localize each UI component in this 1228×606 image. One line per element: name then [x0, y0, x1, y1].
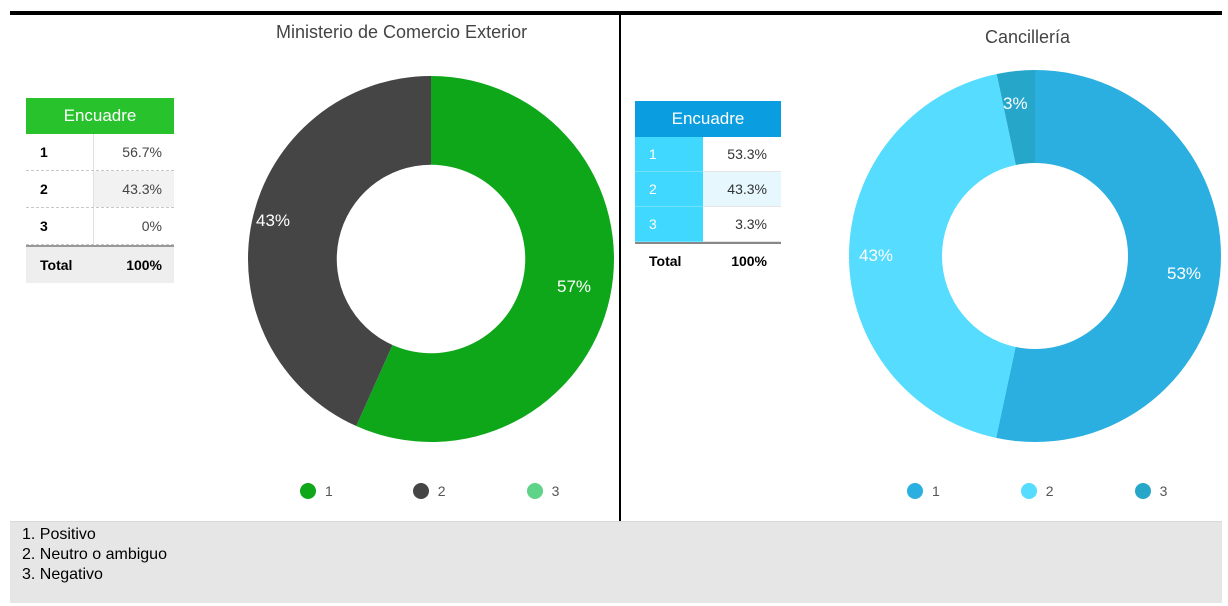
note-positivo: 1. Positivo	[22, 526, 96, 543]
legend-swatch	[526, 483, 543, 499]
donut-slice-1	[996, 70, 1222, 442]
donut-slice-2	[248, 76, 431, 427]
legend-notes: 1. Positivo 2. Neutro o ambiguo 3. Negat…	[10, 521, 1222, 603]
table-row: 2 43.3%	[26, 171, 174, 208]
legend-label: 2	[1045, 483, 1054, 499]
donut-slice-3	[996, 70, 1035, 165]
row-value: 53.3%	[703, 137, 781, 172]
table-total-row: Total 100%	[26, 245, 174, 283]
legend-swatch	[907, 483, 923, 499]
table-row: 1 53.3%	[635, 137, 781, 172]
legend-item: 2	[412, 483, 446, 499]
legend-cancilleria: 1 2 3	[907, 483, 1167, 499]
total-value: 100%	[731, 253, 767, 269]
legend-item: 2	[1020, 483, 1054, 499]
table-row: 2 43.3%	[635, 172, 781, 207]
legend-label: 2	[437, 483, 446, 499]
row-key: 1	[635, 137, 703, 172]
table-total-row: Total 100%	[635, 242, 781, 279]
legend-item: 3	[526, 483, 560, 499]
total-label: Total	[635, 244, 703, 279]
donut-chart-cancilleria	[849, 70, 1222, 442]
slice-label: 3%	[1003, 94, 1028, 113]
slice-label: 43%	[859, 246, 894, 265]
slice-label: 53%	[1167, 264, 1202, 283]
note-neutro: 2. Neutro o ambiguo	[22, 546, 167, 563]
legend-swatch	[1020, 483, 1037, 499]
slice-label: 57%	[557, 277, 592, 296]
legend-label: 1	[325, 483, 333, 499]
donut-slice-2	[849, 73, 1016, 438]
table-row: 1 56.7%	[26, 134, 174, 171]
table-row: 3 0%	[26, 208, 174, 245]
legend-label: 3	[551, 483, 560, 499]
table-header: Encuadre	[635, 101, 781, 137]
panel-divider	[619, 15, 621, 521]
chart-title-comercio: Ministerio de Comercio Exterior	[276, 22, 528, 42]
legend-label: 1	[932, 483, 940, 499]
legend-swatch	[1134, 483, 1151, 499]
row-value: 56.7%	[122, 144, 162, 160]
legend-comercio: 1 2 3	[300, 483, 559, 499]
legend-item: 1	[907, 483, 940, 499]
row-key: 3	[635, 207, 703, 242]
row-key: 1	[26, 134, 94, 170]
row-key: 3	[26, 208, 94, 244]
encuadre-table-cancilleria: Encuadre 1 53.3% 2 43.3% 3 3.3% Total 10…	[635, 101, 781, 279]
total-value: 100%	[126, 257, 162, 273]
legend-label: 3	[1159, 483, 1168, 499]
chart-title-cancilleria: Cancillería	[985, 27, 1071, 47]
row-key: 2	[635, 172, 703, 207]
legend-swatch	[412, 483, 429, 499]
row-value: 0%	[141, 218, 162, 234]
row-value: 43.3%	[703, 172, 781, 207]
legend-item: 3	[1134, 483, 1168, 499]
slice-label: 43%	[256, 211, 291, 230]
row-value: 43.3%	[94, 171, 174, 207]
donut-chart-comercio	[248, 76, 615, 442]
row-key: 2	[26, 171, 94, 207]
donut-slice-1	[356, 76, 615, 442]
note-negativo: 3. Negativo	[22, 566, 103, 583]
legend-item: 1	[300, 483, 333, 499]
encuadre-table-comercio: Encuadre 1 56.7% 2 43.3% 3 0% Total 100%	[26, 98, 174, 283]
row-value: 3.3%	[703, 207, 781, 242]
legend-swatch	[300, 483, 316, 499]
total-label: Total	[40, 257, 73, 273]
top-rule	[10, 11, 1222, 15]
table-row: 3 3.3%	[635, 207, 781, 242]
table-header: Encuadre	[26, 98, 174, 134]
